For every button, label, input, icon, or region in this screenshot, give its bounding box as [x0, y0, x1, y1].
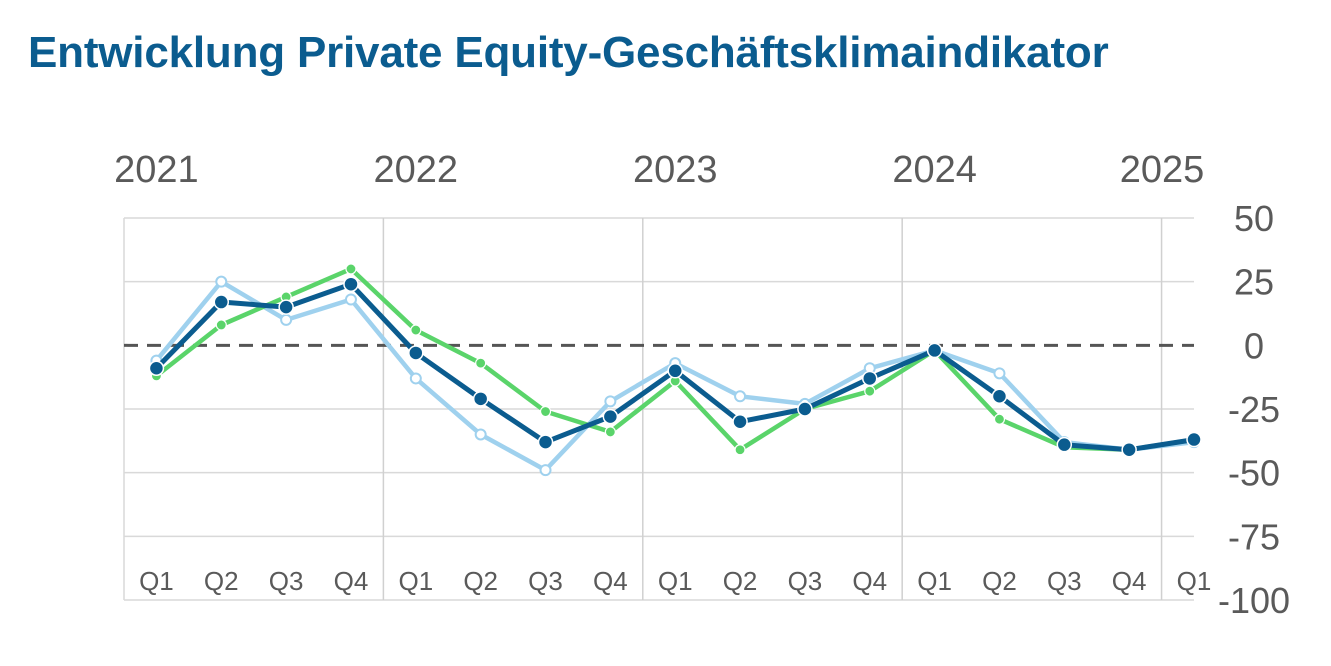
data-point [213, 294, 230, 310]
gridlines [123, 217, 1194, 601]
series-lines [148, 263, 1202, 477]
x-tick-label: Q3 [788, 566, 823, 596]
y-tick-label: 0 [1244, 325, 1264, 366]
data-point [993, 413, 1006, 425]
y-axis: 50 25 0 -25 -50 -75 -100 [1218, 198, 1290, 621]
x-tick-label: Q1 [658, 566, 693, 596]
quarter-labels: Q1 Q2 Q3 Q4 Q1 Q2 Q3 Q4 Q1 Q2 Q3 Q4 Q1 Q2 Q3 Q4 Q1 [139, 566, 1211, 596]
data-point [474, 428, 487, 441]
data-point [343, 276, 359, 292]
data-point [797, 401, 813, 417]
year-label: 2021 [114, 149, 199, 191]
year-labels: 2021 2022 2023 2024 2025 [114, 149, 1204, 191]
data-point [215, 275, 228, 288]
data-point [408, 345, 424, 361]
data-point [539, 464, 552, 477]
data-point [993, 367, 1006, 380]
chart-title: Entwicklung Private Equity-Geschäftsklim… [28, 28, 1109, 77]
x-tick-label: Q2 [723, 566, 758, 596]
year-label: 2024 [892, 149, 977, 191]
data-point [1186, 431, 1202, 448]
x-tick-label: Q2 [982, 566, 1017, 596]
data-point [410, 324, 422, 336]
data-point [148, 360, 165, 377]
y-tick-label: -100 [1218, 580, 1290, 621]
x-tick-label: Q1 [139, 566, 174, 596]
y-tick-label: -50 [1228, 453, 1280, 494]
data-point [926, 342, 943, 359]
year-label: 2023 [633, 149, 718, 191]
x-tick-label: Q1 [917, 566, 952, 596]
data-point [215, 319, 227, 331]
x-tick-label: Q3 [528, 566, 563, 596]
year-label: 2022 [374, 149, 459, 191]
x-tick-label: Q3 [1047, 566, 1082, 596]
x-tick-label: Q2 [463, 566, 498, 596]
data-point [280, 313, 293, 326]
data-point [537, 434, 554, 450]
data-point [278, 299, 294, 315]
data-point [734, 444, 746, 456]
data-point [864, 385, 876, 397]
data-point [734, 390, 747, 403]
data-point [344, 293, 357, 306]
year-label: 2025 [1120, 149, 1205, 191]
y-tick-label: 25 [1234, 262, 1274, 303]
series-2 [148, 276, 1202, 458]
data-point [991, 388, 1008, 405]
x-tick-label: Q4 [334, 566, 369, 596]
data-point [1121, 441, 1137, 458]
data-point [409, 372, 422, 385]
x-tick-label: Q1 [1177, 566, 1212, 596]
data-point [604, 426, 616, 438]
data-point [862, 370, 878, 387]
data-point [732, 413, 748, 430]
x-tick-label: Q4 [852, 566, 887, 596]
y-tick-label: -75 [1228, 516, 1280, 557]
data-point [602, 408, 619, 425]
x-tick-label: Q1 [398, 566, 433, 596]
data-point [345, 263, 357, 275]
data-point [539, 405, 552, 418]
data-point [1056, 436, 1073, 453]
x-tick-label: Q4 [1112, 566, 1147, 596]
y-tick-label: 50 [1234, 198, 1274, 239]
x-tick-label: Q4 [593, 566, 628, 596]
data-point [604, 395, 617, 408]
data-point [475, 357, 487, 369]
x-tick-label: Q2 [204, 566, 239, 596]
y-tick-label: -25 [1228, 389, 1280, 430]
data-point [667, 363, 683, 379]
x-tick-label: Q3 [269, 566, 304, 596]
data-point [472, 391, 489, 407]
